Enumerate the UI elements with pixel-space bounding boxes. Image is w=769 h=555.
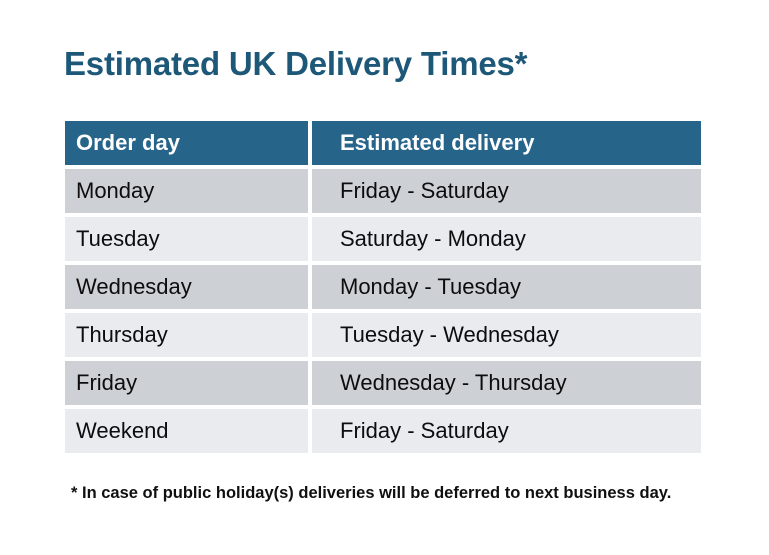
- column-header-order-day: Order day: [65, 121, 308, 165]
- table-cell-estimated-delivery: Friday - Saturday: [312, 169, 701, 213]
- table-cell-order-day: Thursday: [65, 313, 308, 357]
- table-cell-order-day: Wednesday: [65, 265, 308, 309]
- table-cell-order-day: Tuesday: [65, 217, 308, 261]
- table-cell-order-day: Friday: [65, 361, 308, 405]
- table-cell-estimated-delivery: Wednesday - Thursday: [312, 361, 701, 405]
- table-cell-estimated-delivery: Tuesday - Wednesday: [312, 313, 701, 357]
- footnote: * In case of public holiday(s) deliverie…: [71, 484, 672, 502]
- delivery-times-table: Order day Estimated delivery Monday Frid…: [65, 121, 701, 453]
- table-cell-order-day: Weekend: [65, 409, 308, 453]
- table-cell-estimated-delivery: Saturday - Monday: [312, 217, 701, 261]
- table-cell-order-day: Monday: [65, 169, 308, 213]
- column-header-estimated-delivery: Estimated delivery: [312, 121, 701, 165]
- table-cell-estimated-delivery: Friday - Saturday: [312, 409, 701, 453]
- table-cell-estimated-delivery: Monday - Tuesday: [312, 265, 701, 309]
- page-title: Estimated UK Delivery Times*: [64, 45, 528, 82]
